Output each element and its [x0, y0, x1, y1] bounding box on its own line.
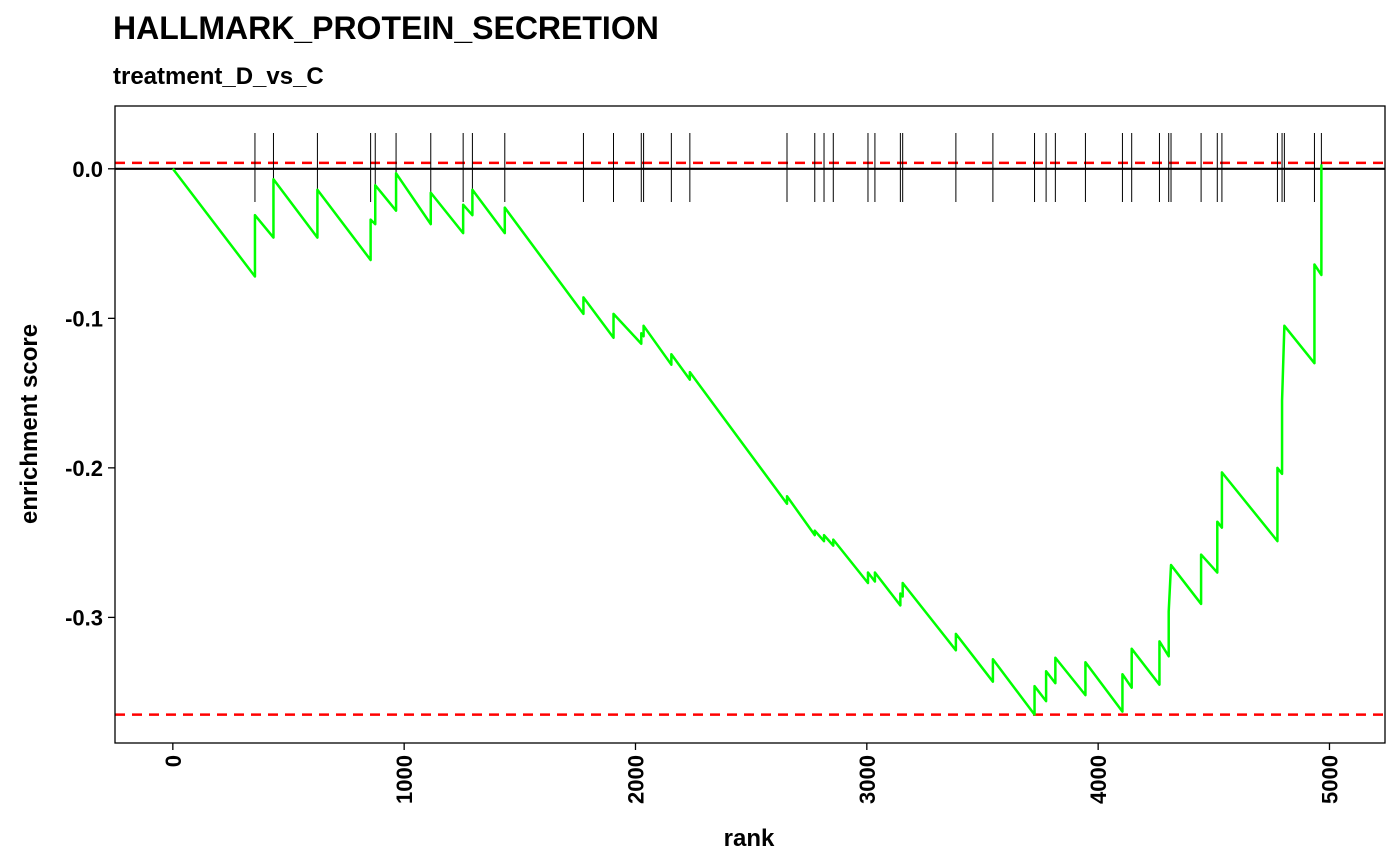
- y-axis: 0.0 -0.1 -0.2 -0.3: [65, 157, 115, 630]
- x-tick-label: 4000: [1086, 755, 1111, 804]
- chart-title: HALLMARK_PROTEIN_SECRETION: [113, 10, 659, 46]
- y-tick-label: -0.2: [65, 456, 103, 481]
- y-tick-label: -0.3: [65, 605, 103, 630]
- enrichment-curve: [171, 164, 1323, 716]
- x-axis: 0 1000 2000 3000 4000 5000: [161, 743, 1342, 804]
- x-tick-label: 1000: [392, 755, 417, 804]
- x-axis-title: rank: [724, 825, 775, 852]
- reference-lines: [115, 161, 1385, 716]
- chart-subtitle: treatment_D_vs_C: [113, 63, 324, 90]
- x-tick-label: 2000: [623, 755, 648, 804]
- plot-panel: [114, 105, 1386, 744]
- y-tick-label: -0.1: [65, 306, 103, 331]
- x-tick-label: 3000: [855, 755, 880, 804]
- plot-border: [114, 105, 1386, 744]
- x-tick-label: 5000: [1317, 755, 1342, 804]
- x-tick-label: 0: [161, 755, 186, 767]
- y-axis-title: enrichment score: [16, 324, 43, 524]
- y-tick-label: 0.0: [72, 157, 103, 182]
- hit-markers: [254, 133, 1322, 202]
